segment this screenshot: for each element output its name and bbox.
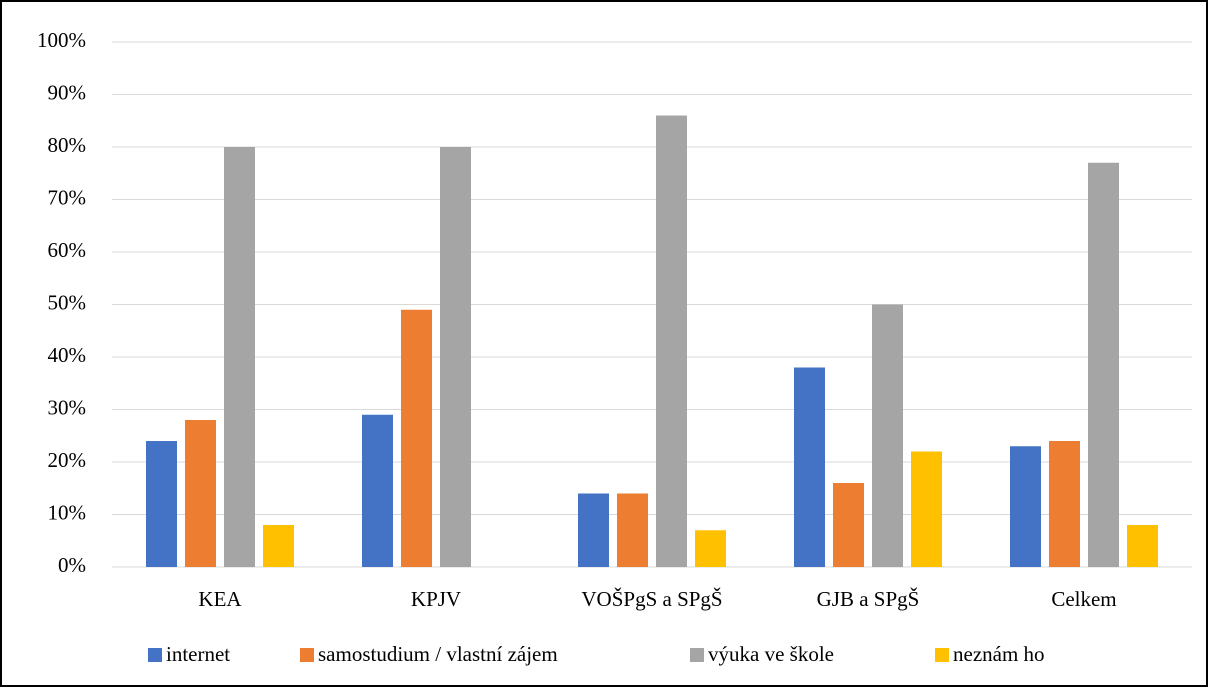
bar [1049,441,1080,567]
y-tick-label: 60% [48,238,87,262]
bar [263,525,294,567]
legend-label: výuka ve škole [708,642,834,666]
legend-swatch [690,648,704,662]
bar [362,414,393,567]
bar [401,309,432,567]
x-tick-label: Celkem [1051,587,1116,611]
y-tick-label: 80% [48,133,87,157]
bar [440,147,471,567]
bar [833,483,864,567]
y-tick-label: 30% [48,395,87,419]
bar [872,304,903,567]
x-tick-label: KEA [198,587,242,611]
x-tick-label: GJB a SPgŠ [817,587,920,611]
bar [224,147,255,567]
y-tick-label: 70% [48,185,87,209]
legend-label: neznám ho [953,642,1045,666]
bar [656,115,687,567]
bar [1127,525,1158,567]
y-tick-label: 100% [37,28,86,52]
x-tick-label: VOŠPgS a SPgŠ [581,587,722,611]
bar [1088,162,1119,567]
y-tick-label: 50% [48,290,87,314]
bar [185,420,216,567]
bar [617,493,648,567]
y-tick-label: 40% [48,343,87,367]
bar [146,441,177,567]
legend-swatch [148,648,162,662]
y-tick-label: 10% [48,500,87,524]
bar [1010,446,1041,567]
legend-swatch [935,648,949,662]
legend-swatch [300,648,314,662]
bar [794,367,825,567]
y-tick-label: 0% [58,553,86,577]
y-tick-label: 90% [48,80,87,104]
y-tick-label: 20% [48,448,87,472]
legend-label: internet [166,642,230,666]
bar [578,493,609,567]
bar [695,530,726,567]
bar [911,451,942,567]
legend-label: samostudium / vlastní zájem [318,642,558,666]
x-tick-label: KPJV [411,587,461,611]
